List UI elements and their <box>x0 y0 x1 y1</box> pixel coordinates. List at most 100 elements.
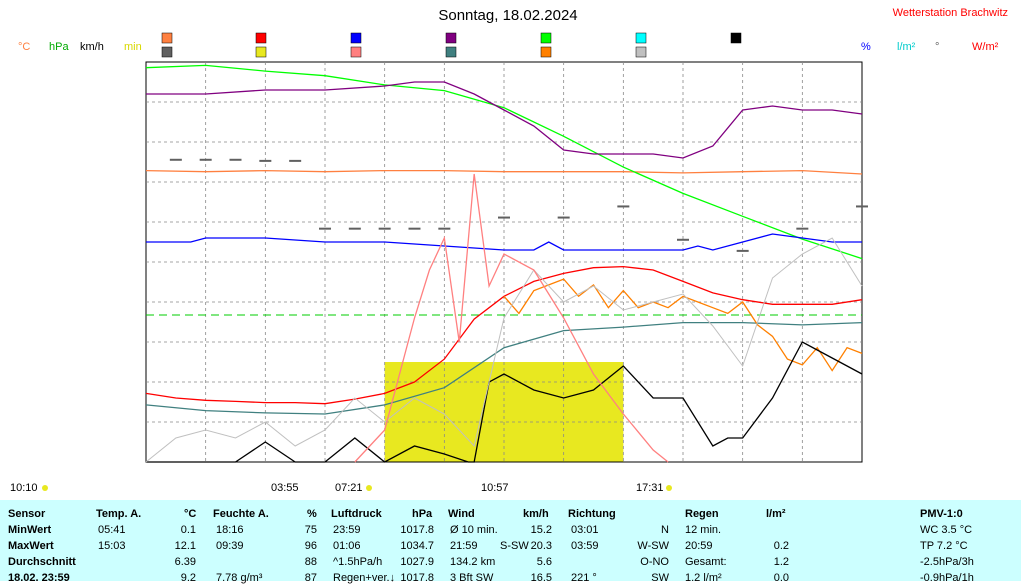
direction-mark <box>796 227 809 230</box>
stat-d-val: SW <box>651 572 669 584</box>
stat-hum-val: 87 <box>304 572 317 584</box>
direction-mark <box>498 216 510 219</box>
legend-swatch <box>255 46 267 58</box>
direction-mark <box>617 205 630 208</box>
legend-swatch <box>445 46 457 58</box>
temp-unit-label: °C <box>18 41 30 53</box>
stat-d-time: 03:59 <box>571 540 599 552</box>
stat-r-label: 1.2 l/m² <box>685 572 722 584</box>
wind-unit-label: km/h <box>80 41 104 53</box>
sunset-marker: 17:31 <box>636 482 664 494</box>
series-windb-en <box>145 237 863 463</box>
stat-label: MaxWert <box>8 540 54 552</box>
stat-label: 18.02. 23:59 <box>8 572 70 584</box>
direction-mark <box>736 249 749 252</box>
header-wind-unit: km/h <box>523 508 549 520</box>
stat-p-time: 23:59 <box>333 524 361 536</box>
wind-max-marker: 10:57 <box>481 482 509 494</box>
legend-swatch <box>635 46 647 58</box>
plot-area <box>145 64 868 463</box>
stat-pmv: -0.9hPa/1h <box>920 572 974 584</box>
stat-w-val: 5.6 <box>536 556 552 568</box>
legend-swatch <box>161 32 173 44</box>
header-humidity: Feuchte A. <box>213 508 269 520</box>
direction-mark <box>199 158 212 161</box>
stat-w-label: 3 Bft SW <box>450 572 494 584</box>
station-name: Wetterstation Brachwitz <box>893 7 1008 19</box>
sunset-dot <box>666 485 672 491</box>
direction-mark <box>408 227 421 230</box>
header-pressure: Luftdruck <box>331 508 382 520</box>
direction-mark <box>289 159 302 162</box>
stat-p-time: Regen+ver.↓ <box>333 572 396 584</box>
direction-unit-label: ° <box>935 41 939 53</box>
weather-chart: Sonntag, 18.02.2024 Wetterstation Brachw… <box>10 7 1008 494</box>
direction-mark <box>319 227 331 230</box>
stat-d-val: O-NO <box>640 556 669 568</box>
stat-temp-time: 05:41 <box>98 524 126 536</box>
chart-legend <box>161 32 742 58</box>
stat-r-label: Gesamt: <box>685 556 727 568</box>
stat-hum-time: 18:16 <box>216 524 244 536</box>
stat-hum-val: 96 <box>304 540 317 552</box>
stat-d-val: N <box>661 524 669 536</box>
legend-swatch <box>350 46 362 58</box>
header-pmv: PMV-1:0 <box>920 508 963 520</box>
pressure-unit-label: hPa <box>49 41 69 53</box>
wind-min-marker: 03:55 <box>271 482 299 494</box>
direction-mark <box>169 158 182 161</box>
stat-p-time: 01:06 <box>333 540 361 552</box>
stat-temp-val: 9.2 <box>180 572 196 584</box>
series-temp-i- <box>145 169 863 175</box>
rain-unit-label: l/m² <box>897 41 916 53</box>
stat-pmv: TP 7.2 °C <box>920 540 968 552</box>
series-feuchte-a- <box>146 81 863 159</box>
sun-marker-dot <box>42 485 48 491</box>
stat-w-label: 134.2 km <box>450 556 496 568</box>
legend-swatch <box>540 32 552 44</box>
stat-w-label: Ø 10 min. <box>450 524 498 536</box>
direction-mark <box>229 158 242 161</box>
direction-mark <box>856 205 868 208</box>
header-wind: Wind <box>448 508 475 520</box>
statistics-panel: Sensor Temp. A. °C Feuchte A. % Luftdruc… <box>0 500 1021 584</box>
stat-d-time: 03:01 <box>571 524 599 536</box>
legend-swatch <box>255 32 267 44</box>
header-direction: Richtung <box>568 508 616 520</box>
header-temp: Temp. A. <box>96 508 142 520</box>
stat-temp-val: 12.1 <box>174 540 196 552</box>
direction-mark <box>378 227 391 230</box>
solar-unit-label: W/m² <box>972 41 999 53</box>
stat-w-label: 21:59 <box>450 540 478 552</box>
series-solar <box>354 173 669 463</box>
stat-w-val: 15.2 <box>530 524 552 536</box>
stat-w-val: 16.5 <box>530 572 552 584</box>
series-taupunkt <box>145 321 863 415</box>
header-temp-unit: °C <box>184 508 197 520</box>
sunmin-unit-label: min <box>124 41 142 53</box>
stat-temp-time: 15:03 <box>98 540 126 552</box>
stat-label: MinWert <box>8 524 52 536</box>
series-wind- <box>146 341 863 463</box>
header-humidity-unit: % <box>307 508 317 520</box>
stat-label: Durchschnitt <box>8 556 76 568</box>
humidity-unit-label: % <box>861 41 871 53</box>
series-luftdruck <box>145 64 863 260</box>
legend-swatch <box>730 32 742 44</box>
direction-mark <box>438 227 451 230</box>
stat-hum-val: 75 <box>304 524 317 536</box>
stat-r-val: 0.2 <box>773 540 789 552</box>
stat-temp-val: 6.39 <box>174 556 196 568</box>
stat-r-label: 12 min. <box>685 524 722 536</box>
stat-hum-time: 09:39 <box>216 540 244 552</box>
series-feuchte-i- <box>146 233 862 251</box>
stat-pmv: -2.5hPa/3h <box>920 556 974 568</box>
header-rain-unit: l/m² <box>766 508 786 520</box>
stat-r-label: 20:59 <box>685 540 713 552</box>
stat-p-time: ^1.5hPa/h <box>333 556 383 568</box>
left-time-marker: 10:10 <box>10 482 38 494</box>
stat-w-val: 20.3 <box>530 540 552 552</box>
legend-swatch <box>540 46 552 58</box>
header-pressure-unit: hPa <box>412 508 433 520</box>
stat-p-val: 1017.8 <box>400 572 434 584</box>
